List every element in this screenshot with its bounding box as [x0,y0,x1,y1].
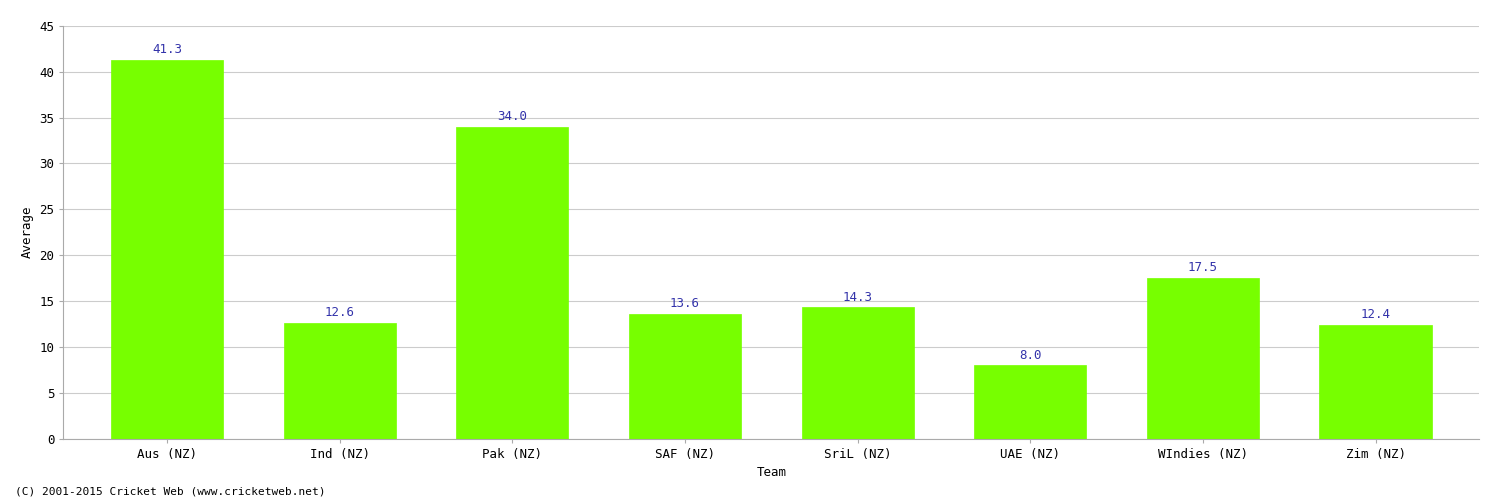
X-axis label: Team: Team [756,466,786,479]
Bar [284,323,396,438]
Text: 12.4: 12.4 [1360,308,1390,321]
Bar [1148,278,1258,438]
Bar [456,126,568,438]
Text: 13.6: 13.6 [670,297,700,310]
Y-axis label: Average: Average [21,206,34,258]
Text: 14.3: 14.3 [843,291,873,304]
Bar [801,308,913,438]
Text: (C) 2001-2015 Cricket Web (www.cricketweb.net): (C) 2001-2015 Cricket Web (www.cricketwe… [15,487,326,497]
Text: 34.0: 34.0 [498,110,528,123]
Bar [628,314,741,438]
Bar [111,60,224,438]
Text: 12.6: 12.6 [324,306,354,320]
Text: 41.3: 41.3 [152,43,182,56]
Text: 8.0: 8.0 [1019,348,1041,362]
Bar [1320,325,1431,438]
Bar [974,365,1086,438]
Text: 17.5: 17.5 [1188,262,1218,274]
